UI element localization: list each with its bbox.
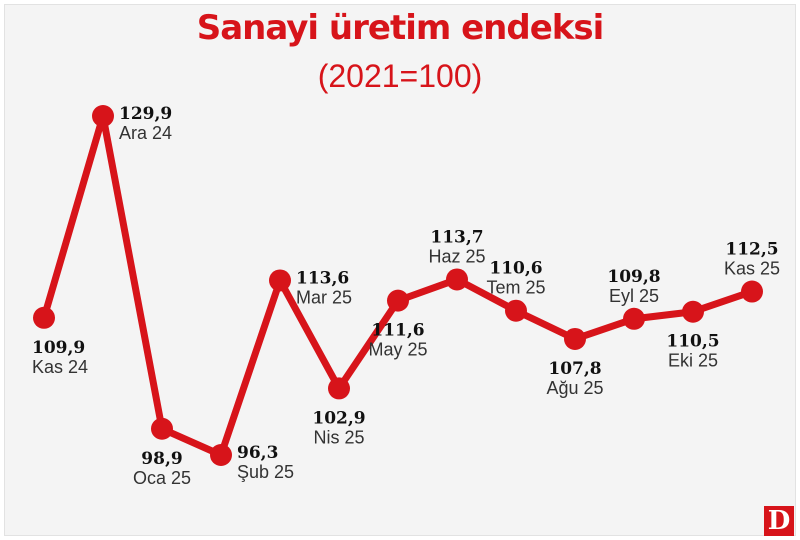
brand-logo: D bbox=[764, 506, 794, 536]
category-label: Nis 25 bbox=[313, 427, 364, 447]
data-value-label: 96,3 bbox=[237, 443, 278, 463]
data-value-label: 109,8 bbox=[607, 267, 660, 287]
data-points-layer bbox=[33, 105, 763, 466]
chart-title: Sanayi üretim endeksi bbox=[196, 8, 605, 48]
chart-subtitle: (2021=100) bbox=[317, 58, 483, 94]
data-point bbox=[92, 105, 114, 127]
data-value-label: 102,9 bbox=[312, 408, 365, 428]
data-point bbox=[505, 299, 527, 322]
data-value-label: 98,9 bbox=[141, 449, 182, 469]
category-label: Eyl 25 bbox=[609, 286, 659, 306]
data-point bbox=[564, 327, 586, 350]
category-label: Eki 25 bbox=[668, 351, 718, 371]
data-value-label: 110,5 bbox=[666, 332, 719, 352]
data-value-label: 113,7 bbox=[430, 227, 483, 247]
chart-background bbox=[4, 4, 796, 536]
data-value-label: 112,5 bbox=[725, 240, 778, 260]
category-label: Haz 25 bbox=[428, 246, 485, 266]
category-label: May 25 bbox=[368, 340, 427, 360]
category-label: Kas 24 bbox=[32, 357, 88, 377]
data-value-label: 129,9 bbox=[119, 104, 172, 124]
data-point bbox=[328, 377, 350, 400]
category-label: Kas 25 bbox=[724, 259, 780, 279]
category-label: Oca 25 bbox=[133, 468, 191, 488]
data-point bbox=[210, 444, 232, 466]
category-label: Ağu 25 bbox=[546, 378, 603, 398]
category-label: Ara 24 bbox=[119, 123, 172, 143]
category-label: Tem 25 bbox=[486, 278, 545, 298]
data-point bbox=[446, 268, 468, 291]
category-label: Şub 25 bbox=[237, 462, 294, 482]
data-value-label: 110,6 bbox=[489, 259, 542, 279]
category-label: Mar 25 bbox=[296, 287, 352, 307]
data-point bbox=[387, 289, 409, 312]
data-point bbox=[682, 300, 704, 323]
data-point bbox=[269, 269, 291, 292]
data-value-label: 109,9 bbox=[32, 338, 85, 358]
data-point bbox=[151, 417, 173, 440]
data-point bbox=[741, 280, 763, 303]
data-point bbox=[33, 306, 55, 329]
data-value-label: 111,6 bbox=[371, 321, 424, 341]
data-value-label: 113,6 bbox=[296, 268, 349, 288]
data-value-label: 107,8 bbox=[548, 359, 601, 379]
data-point bbox=[623, 307, 645, 330]
